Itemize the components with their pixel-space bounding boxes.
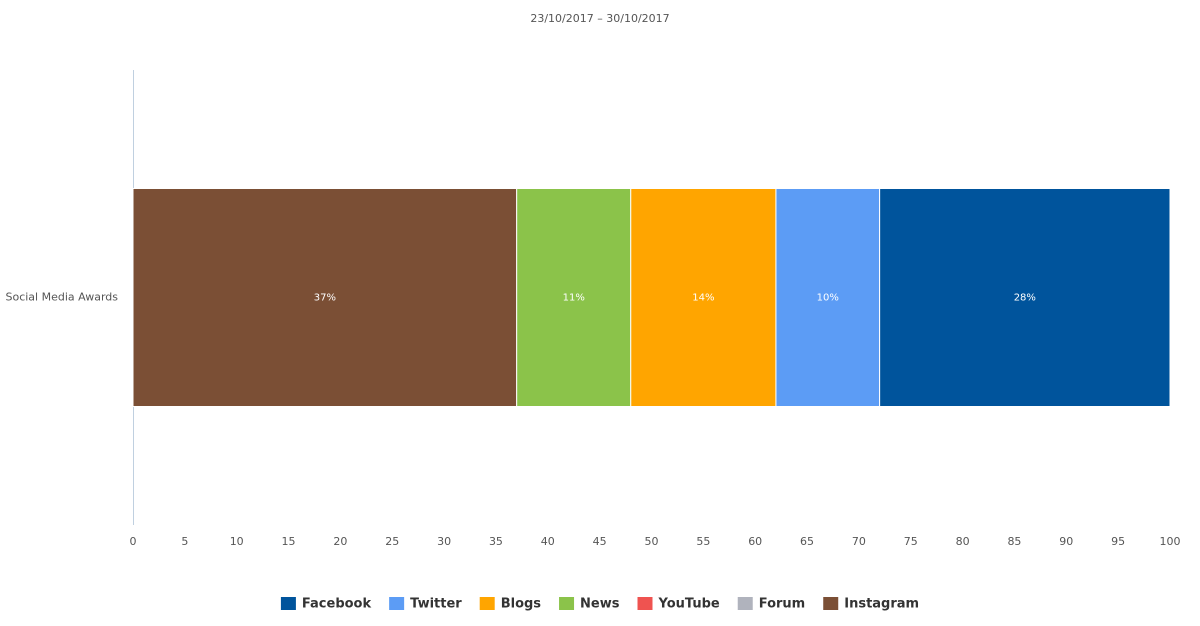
legend-label: Instagram — [844, 597, 919, 612]
x-tick-label: 10 — [230, 535, 244, 548]
legend-swatch — [559, 597, 575, 610]
x-tick-label: 40 — [541, 535, 555, 548]
x-tick-label: 100 — [1160, 535, 1181, 548]
legend-item[interactable]: YouTube — [637, 597, 720, 612]
legend-label: YouTube — [658, 597, 720, 612]
x-tick-label: 70 — [852, 535, 866, 548]
bar-segment — [516, 188, 632, 407]
data-label: 14% — [692, 293, 714, 304]
x-tick-label: 30 — [437, 535, 451, 548]
bar-segment — [132, 188, 518, 407]
x-tick-label: 60 — [748, 535, 762, 548]
x-tick-label: 85 — [1007, 535, 1021, 548]
legend-label: News — [580, 597, 620, 612]
legend-swatch — [637, 597, 653, 610]
x-tick-label: 15 — [282, 535, 296, 548]
x-tick-label: 65 — [800, 535, 814, 548]
bar-segment — [630, 188, 777, 407]
x-tick-label: 20 — [333, 535, 347, 548]
x-tick-label: 45 — [593, 535, 607, 548]
legend-swatch — [280, 597, 296, 610]
legend-item[interactable]: Facebook — [280, 597, 372, 612]
data-label: 37% — [314, 293, 336, 304]
chart-title: 23/10/2017 – 30/10/2017 — [530, 12, 669, 25]
legend-item[interactable]: News — [559, 597, 620, 612]
legend-item[interactable]: Forum — [737, 597, 806, 612]
legend-item[interactable]: Blogs — [479, 597, 542, 612]
x-tick-label: 5 — [181, 535, 188, 548]
legend-swatch — [823, 597, 839, 610]
legend-swatch — [737, 597, 753, 610]
x-tick-label: 35 — [489, 535, 503, 548]
data-label: 11% — [563, 293, 585, 304]
legend-label: Twitter — [410, 597, 462, 612]
y-tick-label: Social Media Awards — [5, 291, 118, 304]
x-tick-label: 90 — [1059, 535, 1073, 548]
data-label: 10% — [817, 293, 839, 304]
bar-segment — [879, 188, 1171, 407]
legend-swatch — [389, 597, 405, 610]
legend-item[interactable]: Instagram — [823, 597, 919, 612]
x-tick-label: 0 — [130, 535, 137, 548]
x-tick-label: 75 — [904, 535, 918, 548]
legend-label: Blogs — [501, 597, 542, 612]
legend-swatch — [479, 597, 495, 610]
x-tick-label: 50 — [645, 535, 659, 548]
x-tick-label: 80 — [956, 535, 970, 548]
data-label: 28% — [1014, 293, 1036, 304]
legend-item[interactable]: Twitter — [389, 597, 462, 612]
legend-label: Facebook — [302, 597, 372, 612]
x-tick-label: 25 — [385, 535, 399, 548]
x-tick-label: 55 — [696, 535, 710, 548]
legend-label: Forum — [759, 597, 806, 612]
x-tick-label: 95 — [1111, 535, 1125, 548]
